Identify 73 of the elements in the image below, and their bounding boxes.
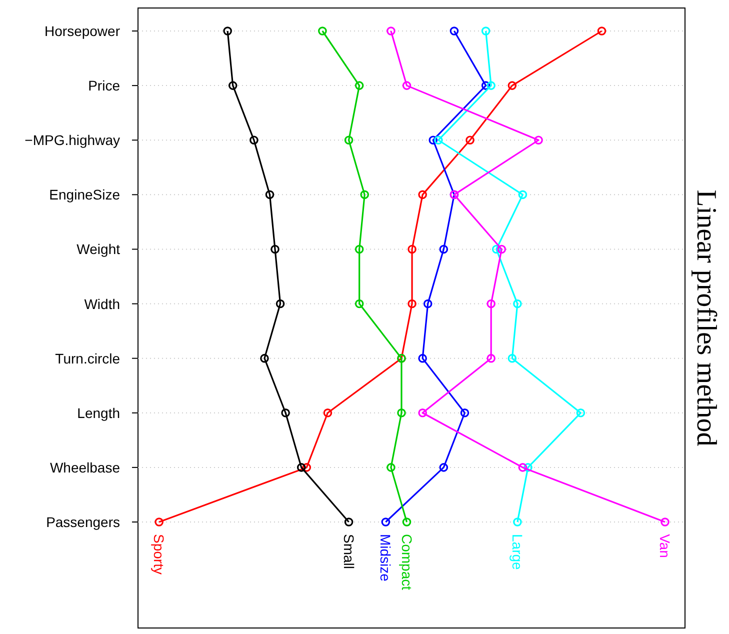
point [492,244,501,254]
text: Midsize [378,534,394,582]
point [318,26,327,36]
point [344,518,354,526]
point [508,354,517,363]
point [439,244,448,254]
point [397,408,406,418]
point [386,463,396,472]
point [344,136,354,145]
y-tick-label: EngineSize [49,186,120,203]
point [576,408,586,418]
point [439,463,448,472]
point [597,26,606,36]
point [486,354,496,363]
point [223,26,232,36]
text: Van [657,534,673,558]
point [418,408,427,418]
point [354,81,364,90]
point [302,463,312,472]
point [460,408,470,418]
point [250,136,258,145]
y-tick-label: Price [88,78,120,94]
point [402,81,412,90]
text: Large [509,534,526,570]
point [486,299,496,308]
y-tick-label: Wheelbase [50,459,120,476]
point [408,299,416,308]
point [360,190,370,200]
point [265,190,274,200]
point [402,518,412,526]
point [154,518,164,526]
point [276,299,285,308]
point [381,518,390,526]
point [260,354,269,363]
point [518,190,528,200]
point [508,81,517,90]
point [296,463,306,472]
point [281,408,290,418]
y-tick-label: Horsepower [44,23,120,39]
point [418,354,427,363]
point [270,244,280,254]
text: Compact [398,534,415,590]
point [434,136,443,145]
point [323,408,332,418]
point [354,299,364,308]
point [486,81,496,90]
point [386,26,396,36]
point [497,244,506,254]
point [428,136,438,145]
y-tick-label: −MPG.highway [24,132,120,148]
point [518,463,528,472]
y-tick-label: Length [77,404,120,421]
point [524,463,532,472]
point [660,518,670,526]
point [228,81,238,90]
y-tick-label: Passengers [46,514,120,530]
point [466,136,474,145]
point [513,518,522,526]
point [450,26,459,36]
point [534,136,543,145]
point [481,81,490,90]
y-tick-label: Turn.circle [55,350,120,366]
point [481,26,490,36]
point [408,244,416,254]
point [354,244,364,254]
text: Sporty [151,534,168,574]
point [418,190,427,200]
y-tick-label: Weight [76,241,120,258]
point [423,299,432,308]
y-tick-label: Width [84,296,120,312]
text: Linear profiles method [690,190,722,446]
text: Small [340,534,357,570]
point [513,299,522,308]
